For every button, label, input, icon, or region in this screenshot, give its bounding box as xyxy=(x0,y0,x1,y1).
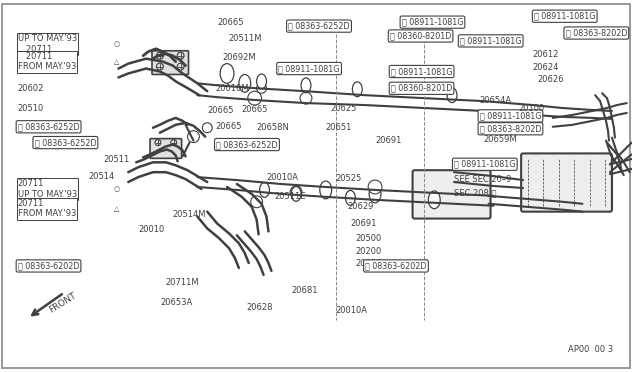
Text: 20602: 20602 xyxy=(18,84,44,93)
Circle shape xyxy=(177,63,184,70)
Ellipse shape xyxy=(260,183,269,198)
Text: 20010: 20010 xyxy=(138,225,164,234)
Text: 20665: 20665 xyxy=(217,17,244,27)
Text: 20511E: 20511E xyxy=(275,192,306,201)
Text: 20200: 20200 xyxy=(355,247,381,256)
Text: 20010A: 20010A xyxy=(266,173,298,182)
Ellipse shape xyxy=(428,191,440,209)
Ellipse shape xyxy=(239,74,251,92)
Circle shape xyxy=(248,91,262,105)
Text: 20010M: 20010M xyxy=(215,84,249,93)
Text: 20625: 20625 xyxy=(331,103,357,112)
Ellipse shape xyxy=(301,78,311,93)
Text: SEC.208 図: SEC.208 図 xyxy=(454,188,497,198)
Text: 20691: 20691 xyxy=(375,136,401,145)
Text: Ⓢ 08363-8202D: Ⓢ 08363-8202D xyxy=(480,124,541,133)
Text: 20500: 20500 xyxy=(355,234,381,243)
Text: 20010A: 20010A xyxy=(335,306,367,315)
Text: ○: ○ xyxy=(113,41,120,47)
Text: Ⓝ 08911-1081G: Ⓝ 08911-1081G xyxy=(454,160,516,169)
Circle shape xyxy=(300,92,312,104)
Text: 20100: 20100 xyxy=(518,103,545,112)
Text: 20659M: 20659M xyxy=(484,135,517,144)
Text: Ⓝ 08911-1081G: Ⓝ 08911-1081G xyxy=(460,36,522,45)
Text: △: △ xyxy=(114,59,119,65)
Text: 20522: 20522 xyxy=(355,260,381,269)
Text: 20691: 20691 xyxy=(350,219,377,228)
Text: 20665: 20665 xyxy=(207,106,234,115)
Text: 20624: 20624 xyxy=(532,63,558,72)
Text: Ⓢ 08363-6252D: Ⓢ 08363-6252D xyxy=(18,122,79,131)
Ellipse shape xyxy=(346,190,355,205)
Text: 20612: 20612 xyxy=(532,50,558,59)
Circle shape xyxy=(251,196,262,208)
Circle shape xyxy=(171,140,177,145)
Text: 20692M: 20692M xyxy=(222,53,256,62)
Text: Ⓢ 08363-8202D: Ⓢ 08363-8202D xyxy=(566,29,627,38)
Circle shape xyxy=(202,123,212,133)
Ellipse shape xyxy=(369,185,381,203)
Text: 20711
FROM MAY.'93: 20711 FROM MAY.'93 xyxy=(18,52,76,71)
Text: 20511M: 20511M xyxy=(228,35,262,44)
Text: 20511: 20511 xyxy=(104,155,130,164)
Text: Ⓢ 08363-6252D: Ⓢ 08363-6252D xyxy=(35,138,96,147)
Text: 20525: 20525 xyxy=(335,174,362,183)
Text: 20665: 20665 xyxy=(215,122,242,131)
FancyBboxPatch shape xyxy=(150,139,182,158)
FancyBboxPatch shape xyxy=(521,153,612,212)
Text: 20711
FROM MAY.'93: 20711 FROM MAY.'93 xyxy=(18,199,76,218)
Text: AP00  00 3: AP00 00 3 xyxy=(568,345,612,355)
FancyBboxPatch shape xyxy=(413,170,490,219)
Text: 20658N: 20658N xyxy=(257,123,289,132)
Text: Ⓢ 08360-8201D: Ⓢ 08360-8201D xyxy=(390,32,451,41)
Ellipse shape xyxy=(257,74,266,89)
Circle shape xyxy=(257,83,266,93)
Text: 20629: 20629 xyxy=(348,202,374,211)
Ellipse shape xyxy=(220,64,234,83)
Text: 20514: 20514 xyxy=(89,171,115,181)
Text: 20665: 20665 xyxy=(242,106,268,115)
Ellipse shape xyxy=(353,82,362,97)
Text: Ⓝ 08911-1081G: Ⓝ 08911-1081G xyxy=(278,64,340,73)
Text: 20711
UP TO MAY.'93: 20711 UP TO MAY.'93 xyxy=(18,179,77,199)
Text: Ⓝ 08911-1081G: Ⓝ 08911-1081G xyxy=(480,112,541,121)
Text: 20653A: 20653A xyxy=(160,298,192,307)
Circle shape xyxy=(156,52,163,59)
Text: Ⓢ 08363-6252D: Ⓢ 08363-6252D xyxy=(288,22,350,31)
Text: 20510: 20510 xyxy=(18,103,44,112)
Text: 20654A: 20654A xyxy=(480,96,512,105)
Text: Ⓢ 08360-8201D: Ⓢ 08360-8201D xyxy=(391,84,452,93)
Text: ○: ○ xyxy=(113,186,120,192)
Text: 20681: 20681 xyxy=(291,286,317,295)
Text: Ⓢ 08363-6202D: Ⓢ 08363-6202D xyxy=(365,262,427,270)
Text: 20626: 20626 xyxy=(537,75,563,84)
Text: 20628: 20628 xyxy=(247,303,273,312)
Text: FRONT: FRONT xyxy=(47,291,78,314)
Text: 20514M: 20514M xyxy=(173,210,206,219)
Text: △: △ xyxy=(114,206,119,212)
Circle shape xyxy=(156,63,163,70)
Text: 20651: 20651 xyxy=(326,123,352,132)
Text: UP TO MAY.'93
   20711: UP TO MAY.'93 20711 xyxy=(18,34,77,54)
Ellipse shape xyxy=(291,186,301,201)
Circle shape xyxy=(368,180,382,194)
Text: SEE SEC.20–9: SEE SEC.20–9 xyxy=(454,174,511,184)
Circle shape xyxy=(290,186,302,198)
Circle shape xyxy=(177,52,184,59)
Text: Ⓢ 08363-6252D: Ⓢ 08363-6252D xyxy=(216,140,278,149)
Text: Ⓝ 08911-1081G: Ⓝ 08911-1081G xyxy=(534,12,595,21)
Text: 20711M: 20711M xyxy=(166,278,200,287)
Ellipse shape xyxy=(447,88,457,103)
Ellipse shape xyxy=(320,181,332,199)
Circle shape xyxy=(155,140,161,145)
Text: Ⓝ 08911-1081G: Ⓝ 08911-1081G xyxy=(402,17,463,27)
FancyBboxPatch shape xyxy=(152,51,189,74)
Circle shape xyxy=(188,131,200,142)
Text: Ⓝ 08911-1081G: Ⓝ 08911-1081G xyxy=(391,67,452,76)
Text: Ⓢ 08363-6202D: Ⓢ 08363-6202D xyxy=(18,262,79,270)
